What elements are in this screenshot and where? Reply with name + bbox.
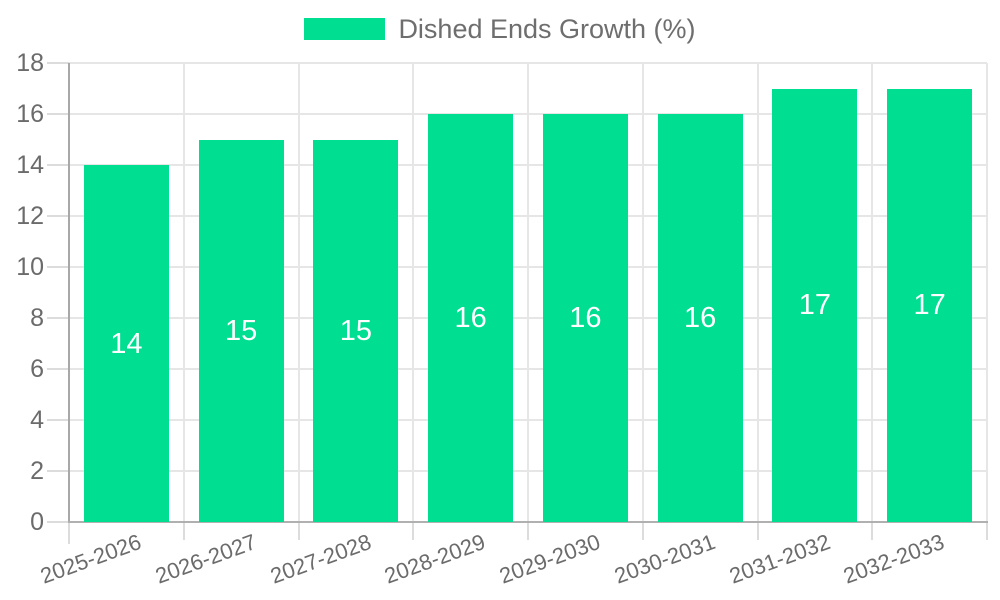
x-axis-line: [68, 521, 988, 523]
x-tick: [68, 522, 70, 544]
y-axis-label: 14: [16, 151, 44, 179]
y-tick: [47, 113, 69, 115]
chart-legend[interactable]: Dished Ends Growth (%): [0, 14, 1000, 44]
y-tick: [47, 368, 69, 370]
y-tick: [47, 62, 69, 64]
y-tick: [47, 419, 69, 421]
x-axis-label: 2026-2027: [151, 529, 260, 589]
legend-swatch-icon: [304, 18, 386, 40]
y-axis-label: 10: [16, 253, 44, 281]
y-tick: [47, 266, 69, 268]
y-axis-label: 4: [30, 406, 44, 434]
y-axis-label: 0: [30, 508, 44, 536]
bar-value-label: 16: [454, 302, 487, 334]
x-tick: [412, 522, 415, 540]
y-tick: [47, 215, 69, 217]
y-tick: [47, 317, 69, 319]
x-tick: [756, 522, 759, 540]
bar[interactable]: [772, 88, 858, 522]
x-tick: [182, 522, 185, 540]
y-tick: [47, 521, 69, 523]
x-tick: [986, 522, 988, 540]
x-axis-label: 2031-2032: [725, 529, 834, 589]
bar[interactable]: [657, 114, 743, 522]
bar[interactable]: [83, 165, 169, 522]
x-axis-label: 2029-2030: [496, 529, 604, 589]
x-tick: [297, 522, 300, 540]
v-gridline: [986, 63, 988, 522]
legend-series-label: Dished Ends Growth (%): [398, 14, 696, 44]
y-axis-label: 16: [16, 100, 44, 128]
bar[interactable]: [542, 114, 628, 522]
x-axis-label: 2028-2029: [381, 529, 489, 589]
bar-value-label: 16: [683, 302, 717, 334]
y-axis-label: 6: [30, 355, 44, 383]
bar-value-label: 17: [913, 289, 946, 322]
y-axis-label: 18: [16, 49, 44, 77]
x-axis-label: 2030-2031: [610, 529, 719, 589]
x-tick: [527, 522, 529, 540]
v-gridline: [527, 63, 529, 522]
v-gridline: [412, 63, 415, 522]
v-gridline: [297, 63, 300, 522]
bar-value-label: 14: [110, 327, 143, 360]
v-gridline: [871, 63, 874, 522]
x-axis-label: 2032-2033: [840, 529, 948, 589]
x-axis-label: 2027-2028: [266, 529, 375, 589]
y-axis-label: 8: [30, 304, 44, 332]
bar-value-label: 17: [798, 289, 832, 322]
y-tick: [47, 470, 69, 472]
x-axis-label: 2025-2026: [37, 529, 145, 589]
bar-value-label: 15: [339, 314, 373, 347]
bar[interactable]: [313, 139, 399, 522]
y-axis-label: 2: [30, 457, 44, 485]
bar[interactable]: [887, 88, 973, 522]
bar[interactable]: [428, 114, 514, 522]
v-gridline: [756, 63, 759, 522]
v-gridline: [641, 63, 644, 522]
bar-value-label: 16: [569, 302, 602, 334]
bar[interactable]: [198, 139, 284, 522]
y-axis-label: 12: [16, 202, 44, 230]
v-gridline: [182, 63, 185, 522]
y-tick: [47, 164, 69, 166]
x-tick: [641, 522, 644, 540]
bar-value-label: 15: [224, 314, 258, 347]
y-axis-line: [68, 63, 70, 522]
x-tick: [871, 522, 874, 540]
